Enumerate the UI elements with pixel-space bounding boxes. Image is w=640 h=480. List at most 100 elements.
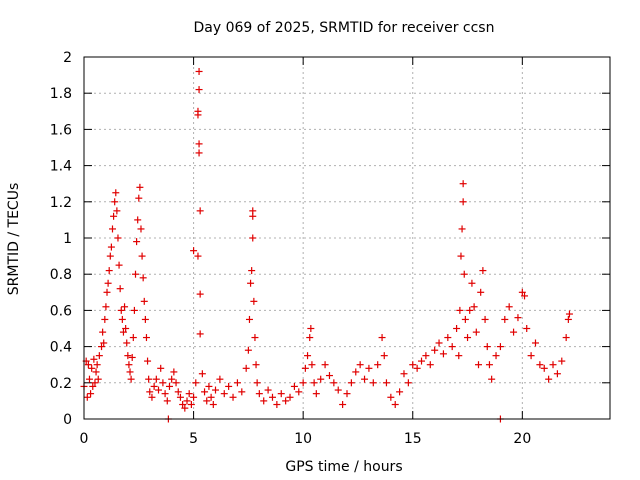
x-tick-label: 5 — [189, 431, 198, 447]
data-point — [339, 401, 347, 409]
data-point — [161, 390, 169, 398]
y-tick-label: 0.6 — [50, 303, 72, 319]
data-point — [136, 183, 144, 191]
data-point — [251, 334, 259, 342]
data-point — [356, 361, 364, 369]
data-point — [540, 364, 548, 372]
data-point — [468, 279, 476, 287]
data-point — [477, 288, 485, 296]
data-point — [527, 352, 535, 360]
data-point — [152, 375, 160, 383]
data-point — [312, 390, 320, 398]
data-point — [159, 379, 167, 387]
axis-ticks — [83, 56, 610, 420]
data-point — [198, 370, 206, 378]
data-point — [247, 279, 255, 287]
data-point — [387, 393, 395, 401]
data-point — [195, 149, 203, 157]
data-point — [334, 386, 342, 394]
data-point — [192, 379, 200, 387]
data-point — [435, 339, 443, 347]
data-point — [216, 375, 224, 383]
data-point — [168, 375, 176, 383]
data-point — [163, 397, 171, 405]
data-point — [212, 386, 219, 394]
data-point — [483, 343, 491, 351]
data-point — [505, 303, 513, 311]
data-point — [352, 368, 360, 376]
grid-lines — [84, 57, 610, 419]
data-point — [475, 361, 482, 369]
data-point — [422, 352, 430, 360]
data-point — [195, 67, 203, 75]
x-tick-label: 10 — [294, 431, 312, 447]
data-point — [523, 325, 531, 332]
data-point — [155, 386, 163, 394]
data-point — [536, 361, 544, 369]
y-tick-label: 1 — [63, 231, 72, 247]
data-point — [89, 382, 97, 390]
data-point — [374, 361, 382, 369]
data-point — [264, 386, 272, 394]
data-point — [299, 379, 307, 387]
data-point — [308, 361, 316, 369]
data-point — [203, 397, 211, 405]
data-point — [545, 375, 553, 383]
data-point — [268, 393, 276, 401]
data-point — [90, 355, 98, 363]
data-point — [130, 306, 138, 314]
data-point — [91, 379, 99, 387]
data-point — [84, 361, 92, 369]
data-point — [242, 364, 250, 372]
data-point — [138, 252, 146, 260]
data-point — [456, 306, 464, 314]
data-point — [179, 401, 187, 409]
data-point — [102, 303, 110, 311]
data-point — [194, 107, 202, 115]
y-tick-label: 1.2 — [50, 195, 72, 211]
data-point — [391, 401, 399, 409]
data-point — [220, 390, 228, 398]
data-point — [521, 292, 529, 300]
data-point — [317, 375, 325, 383]
data-point — [94, 375, 102, 383]
data-point — [146, 388, 154, 396]
data-point — [190, 393, 198, 401]
data-point — [148, 393, 156, 401]
data-point — [286, 393, 294, 401]
data-point — [174, 388, 182, 396]
data-point — [448, 343, 456, 351]
data-point — [277, 390, 285, 398]
data-points — [80, 67, 573, 423]
data-point — [183, 397, 191, 405]
data-point — [479, 267, 487, 275]
data-point — [83, 393, 91, 401]
data-point — [110, 212, 118, 220]
data-point — [461, 315, 469, 323]
data-point — [459, 198, 467, 206]
data-point — [304, 352, 312, 360]
data-point — [150, 382, 158, 390]
data-point — [144, 357, 152, 365]
data-point — [558, 357, 566, 365]
data-point — [139, 274, 147, 282]
data-point — [531, 339, 539, 347]
data-point — [361, 375, 369, 383]
data-point — [249, 207, 257, 215]
data-point — [378, 334, 386, 342]
data-point — [195, 140, 203, 148]
data-point — [125, 361, 133, 369]
y-tick-label: 2 — [63, 50, 72, 66]
data-point — [181, 404, 189, 412]
data-point — [95, 352, 103, 360]
data-point — [253, 379, 261, 387]
data-point — [347, 379, 355, 387]
data-point — [187, 401, 195, 409]
x-tick-label: 20 — [513, 431, 531, 447]
data-point — [496, 343, 504, 351]
data-point — [119, 328, 127, 336]
data-point — [453, 325, 461, 332]
data-point — [380, 352, 388, 360]
data-point — [93, 361, 101, 369]
